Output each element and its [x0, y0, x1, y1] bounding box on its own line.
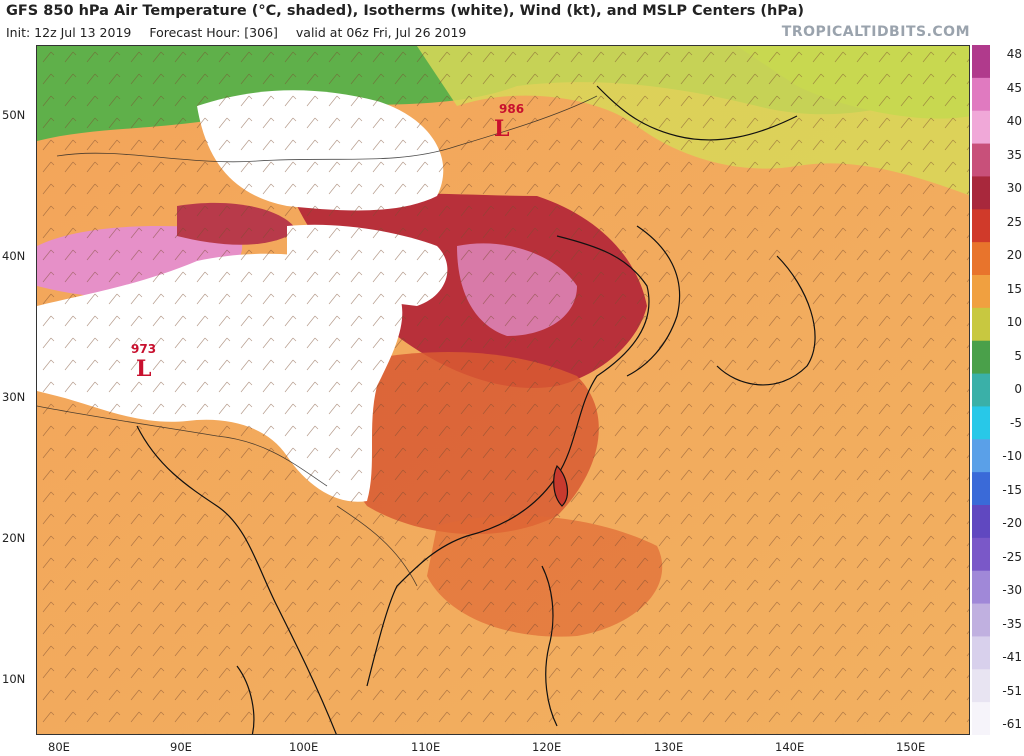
colorbar-label: 45 [1006, 80, 1022, 95]
coastlines [136, 85, 816, 734]
colorbar-segment [972, 242, 990, 276]
colorbar-label: -10 [1002, 449, 1022, 463]
colorbar-segment [972, 373, 990, 407]
colorbar [972, 45, 990, 735]
colorbar-label: -5 [1010, 415, 1022, 430]
colorbar-label: 48 [1006, 47, 1022, 61]
colorbar-segment [972, 603, 990, 637]
low-center-symbol: L [136, 356, 151, 382]
colorbar-segment [972, 439, 990, 473]
low-center-value: 973 [131, 342, 156, 356]
colorbar-label: 0 [1014, 382, 1022, 396]
low-center-symbol: L [494, 116, 509, 142]
colorbar-segment [972, 45, 990, 79]
colorbar-label: 35 [1006, 147, 1022, 162]
colorbar-label: -25 [1002, 549, 1022, 564]
colorbar-segment [972, 669, 990, 703]
colorbar-segment [972, 275, 990, 309]
colorbar-label: 40 [1006, 114, 1022, 128]
colorbar-label: 20 [1006, 248, 1022, 262]
forecast-hour: Forecast Hour: [306] [149, 25, 278, 40]
lat-label: 30N [2, 390, 26, 404]
colorbar-segment [972, 537, 990, 572]
init-time: Init: 12z Jul 13 2019 [6, 25, 132, 40]
colorbar-label: -15 [1002, 482, 1022, 497]
colorbar-segment [972, 472, 990, 506]
low-pressure-center-tibet: 973 L [131, 342, 156, 382]
lon-label: 140E [775, 740, 805, 754]
lon-label: 130E [654, 740, 684, 754]
site-brand: TROPICALTIDBITS.COM [781, 24, 970, 40]
colorbar-label: -20 [1002, 516, 1022, 530]
colorbar-segment [972, 143, 990, 177]
borders [37, 95, 598, 587]
lon-label: 120E [532, 740, 562, 754]
colorbar-segment [972, 307, 990, 342]
low-center-value: 986 [499, 102, 524, 116]
colorbar-segment [972, 702, 990, 735]
colorbar-label: -35 [1002, 616, 1022, 631]
lon-label: 90E [170, 740, 192, 754]
colorbar-label: -41 [1002, 650, 1022, 664]
lat-label: 20N [2, 531, 26, 545]
lon-label: 150E [896, 740, 926, 754]
temperature-map: 986 L 973 L [36, 45, 970, 735]
colorbar-segment [972, 570, 990, 605]
wind-barbs [37, 46, 969, 734]
colorbar-label: 25 [1006, 214, 1022, 229]
colorbar-segment [972, 77, 990, 112]
colorbar-segment [972, 636, 990, 670]
forecast-info: Init: 12z Jul 13 2019 Forecast Hour: [30… [6, 25, 480, 40]
lat-label: 10N [2, 672, 26, 686]
colorbar-segment [972, 209, 990, 243]
lon-label: 100E [289, 740, 319, 754]
colorbar-label: 30 [1006, 181, 1022, 195]
map-canvas: 986 L 973 L [37, 46, 969, 734]
colorbar-segment [972, 340, 990, 375]
colorbar-segment [972, 406, 990, 440]
colorbar-segment [972, 505, 990, 539]
lat-label: 50N [2, 108, 26, 122]
colorbar-label: -61 [1002, 717, 1022, 731]
colorbar-segment [972, 110, 990, 145]
lat-label: 40N [2, 249, 26, 263]
colorbar-label: 15 [1006, 281, 1022, 296]
colorbar-segment [972, 176, 990, 210]
chart-title: GFS 850 hPa Air Temperature (°C, shaded)… [6, 3, 805, 19]
colorbar-label: -51 [1002, 683, 1022, 698]
low-pressure-center-north: 986 L [494, 102, 524, 142]
colorbar-label: 5 [1014, 348, 1022, 363]
valid-time: valid at 06z Fri, Jul 26 2019 [295, 25, 467, 40]
colorbar-label: -30 [1002, 583, 1022, 597]
colorbar-label: 10 [1006, 315, 1022, 329]
lon-label: 80E [48, 740, 70, 754]
lon-label: 110E [411, 740, 441, 754]
